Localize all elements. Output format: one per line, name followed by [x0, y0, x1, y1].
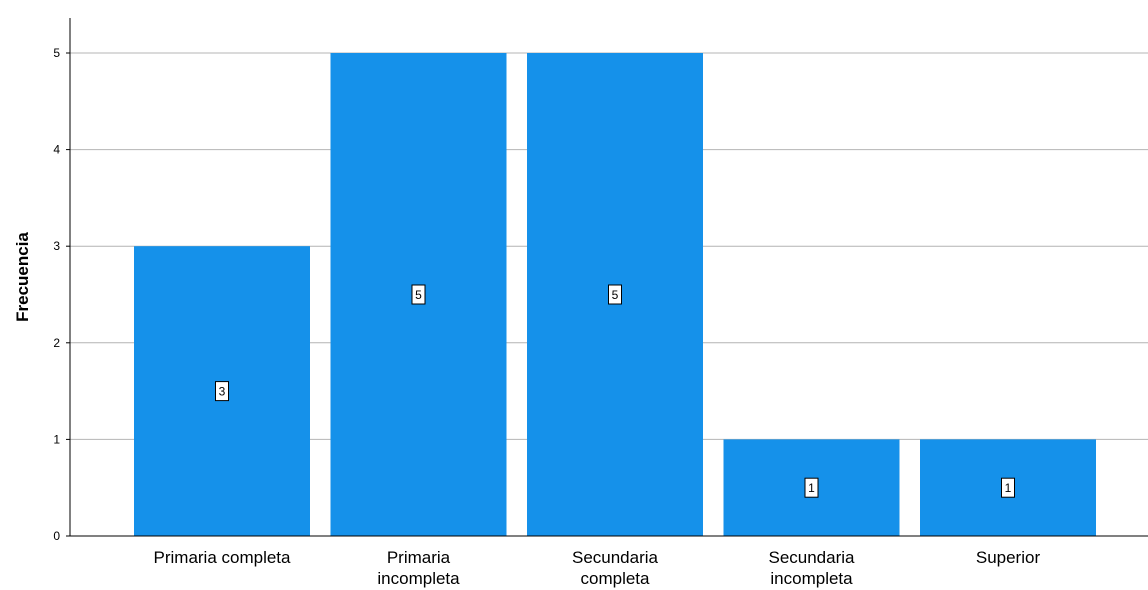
y-tick-label: 5 [53, 46, 60, 60]
x-tick-label: Primaria [387, 548, 451, 567]
x-tick-label: incompleta [770, 569, 853, 588]
x-tick-label: Secundaria [572, 548, 659, 567]
data-label: 5 [411, 284, 426, 305]
data-label-box [215, 381, 229, 402]
y-tick-label: 4 [53, 143, 60, 157]
x-tick-label: Secundaria [768, 548, 855, 567]
data-label: 1 [1001, 477, 1015, 498]
data-label-text: 5 [415, 288, 422, 302]
x-tick-label: Primaria completa [154, 548, 292, 567]
data-label-box [804, 477, 819, 498]
data-label-box [411, 284, 426, 305]
data-label: 5 [608, 284, 622, 305]
x-tick-labels: Primaria completa Primaria incompleta Secun… [154, 548, 1041, 588]
x-tick-label: Superior [976, 548, 1041, 567]
data-label-text: 1 [1005, 481, 1012, 495]
x-tick-label: incompleta [377, 569, 460, 588]
y-tick-labels: 0 1 2 3 4 5 [53, 46, 70, 543]
data-label: 1 [804, 477, 819, 498]
data-label-box [608, 284, 622, 305]
data-label-text: 3 [219, 385, 226, 399]
y-tick-label: 0 [53, 529, 60, 543]
y-axis-title: Frecuencia [13, 232, 32, 322]
y-tick-label: 2 [53, 336, 60, 350]
x-tick-label: completa [581, 569, 651, 588]
y-tick-label: 1 [53, 432, 60, 446]
data-label-text: 1 [808, 481, 815, 495]
data-labels: 3 5 5 1 1 [215, 284, 1015, 498]
axes [69, 18, 1148, 537]
data-label-box [1001, 477, 1015, 498]
data-label-text: 5 [612, 288, 619, 302]
y-tick-label: 3 [53, 239, 60, 253]
data-label: 3 [215, 381, 229, 402]
